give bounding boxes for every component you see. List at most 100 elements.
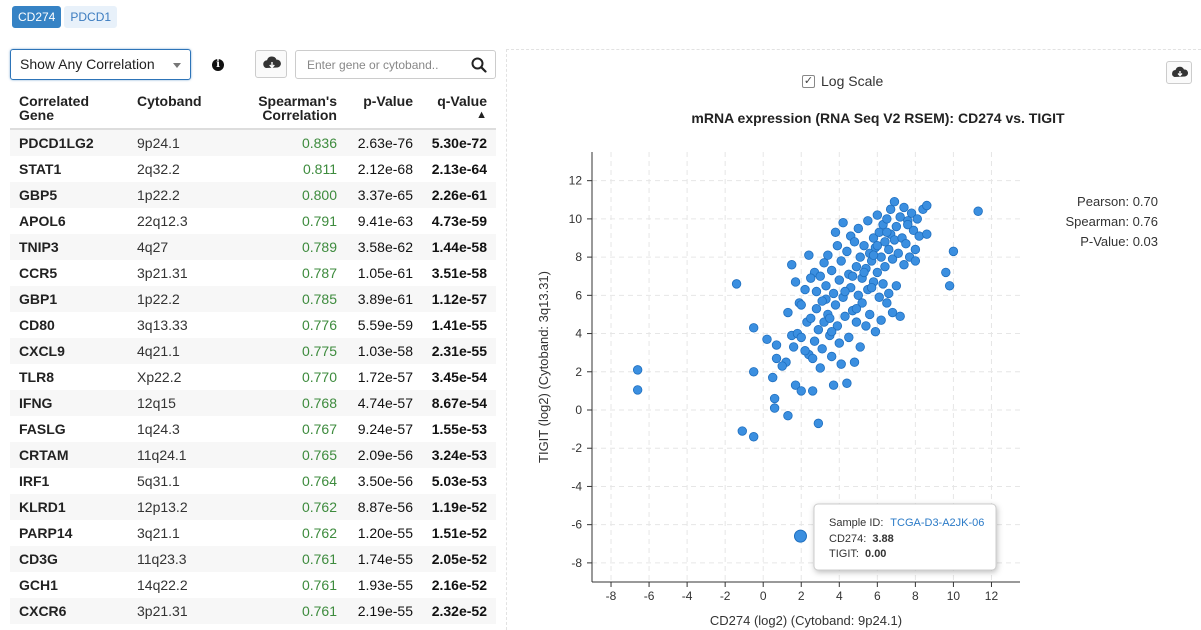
data-point[interactable] bbox=[882, 227, 892, 237]
data-point[interactable] bbox=[868, 233, 879, 243]
data-point[interactable] bbox=[866, 282, 877, 293]
table-row[interactable]: CCR5 3p21.31 0.787 1.05e-61 3.51e-58 bbox=[10, 260, 496, 286]
data-point[interactable] bbox=[828, 380, 839, 390]
data-point[interactable] bbox=[895, 212, 905, 222]
data-point[interactable] bbox=[632, 365, 643, 375]
data-point[interactable] bbox=[836, 256, 846, 266]
data-point[interactable] bbox=[826, 351, 837, 362]
data-point[interactable] bbox=[876, 315, 886, 325]
data-point[interactable] bbox=[844, 332, 854, 343]
data-point[interactable] bbox=[885, 204, 896, 215]
data-point[interactable] bbox=[912, 214, 922, 224]
data-point[interactable] bbox=[806, 273, 816, 283]
data-point[interactable] bbox=[872, 267, 883, 278]
data-point[interactable] bbox=[847, 271, 858, 281]
data-point[interactable] bbox=[632, 385, 643, 395]
gene-tab-pdcd1[interactable]: PDCD1 bbox=[64, 6, 118, 28]
data-point[interactable] bbox=[903, 219, 913, 230]
data-point[interactable] bbox=[922, 229, 932, 239]
data-point[interactable] bbox=[748, 323, 759, 333]
data-point[interactable] bbox=[815, 363, 825, 373]
data-point[interactable] bbox=[811, 286, 822, 297]
plot-download-button[interactable] bbox=[1166, 61, 1192, 84]
data-point[interactable] bbox=[863, 216, 873, 226]
data-point[interactable] bbox=[910, 256, 921, 266]
data-point[interactable] bbox=[922, 200, 932, 211]
data-point[interactable] bbox=[842, 246, 852, 257]
table-row[interactable]: STAT1 2q32.2 0.811 2.12e-68 2.13e-64 bbox=[10, 156, 496, 182]
data-point[interactable] bbox=[796, 300, 806, 310]
data-point[interactable] bbox=[840, 311, 850, 322]
data-point[interactable] bbox=[899, 202, 909, 213]
data-point[interactable] bbox=[826, 265, 837, 276]
data-point[interactable] bbox=[872, 240, 883, 251]
data-point[interactable] bbox=[783, 307, 793, 318]
data-point[interactable] bbox=[823, 250, 833, 260]
data-point[interactable] bbox=[889, 235, 900, 245]
data-point[interactable] bbox=[849, 357, 860, 367]
data-point[interactable] bbox=[874, 292, 884, 302]
table-row[interactable]: APOL6 22q12.3 0.791 9.41e-63 4.73e-59 bbox=[10, 208, 496, 234]
table-row[interactable]: CXCR6 3p21.31 0.761 2.19e-55 2.32e-52 bbox=[10, 598, 496, 624]
data-point[interactable] bbox=[842, 378, 852, 388]
data-point[interactable] bbox=[901, 239, 911, 249]
table-row[interactable]: KLRD1 12p13.2 0.762 8.87e-56 1.19e-52 bbox=[10, 494, 496, 520]
data-point[interactable] bbox=[815, 271, 825, 281]
data-point[interactable] bbox=[861, 321, 871, 331]
log-scale-checkbox[interactable]: ✓ bbox=[802, 74, 815, 88]
table-row[interactable]: TLR8 Xp22.2 0.770 1.72e-57 3.45e-54 bbox=[10, 364, 496, 390]
table-row[interactable]: FASLG 1q24.3 0.767 9.24e-57 1.55e-53 bbox=[10, 416, 496, 442]
table-row[interactable]: CD80 3q13.33 0.776 5.59e-59 1.41e-55 bbox=[10, 312, 496, 338]
data-point[interactable] bbox=[762, 334, 772, 344]
data-point[interactable] bbox=[906, 208, 917, 218]
table-row[interactable]: CD3G 11q23.3 0.761 1.74e-55 2.05e-52 bbox=[10, 546, 496, 572]
table-row[interactable]: IFNG 12q15 0.768 4.74e-57 8.67e-54 bbox=[10, 390, 496, 416]
data-point[interactable] bbox=[828, 288, 839, 299]
data-point[interactable] bbox=[832, 240, 843, 251]
data-point[interactable] bbox=[889, 196, 900, 207]
data-point[interactable] bbox=[880, 237, 890, 247]
data-point[interactable] bbox=[910, 244, 921, 255]
data-point[interactable] bbox=[834, 275, 844, 285]
data-point[interactable] bbox=[893, 248, 903, 258]
data-point[interactable] bbox=[800, 346, 810, 356]
data-point[interactable] bbox=[790, 277, 801, 287]
data-point[interactable] bbox=[859, 240, 869, 251]
data-point[interactable] bbox=[811, 304, 822, 314]
data-point[interactable] bbox=[783, 411, 793, 421]
data-point[interactable] bbox=[804, 250, 814, 260]
data-point[interactable] bbox=[830, 300, 841, 310]
data-point[interactable] bbox=[895, 311, 905, 322]
table-row[interactable]: IRF1 5q31.1 0.764 3.50e-56 5.03e-53 bbox=[10, 468, 496, 494]
data-point[interactable] bbox=[891, 221, 902, 232]
data-point[interactable] bbox=[768, 372, 778, 383]
table-row[interactable]: GBP1 1p22.2 0.785 3.89e-61 1.12e-57 bbox=[10, 286, 496, 312]
data-point[interactable] bbox=[944, 281, 955, 291]
data-point[interactable] bbox=[882, 298, 892, 308]
data-point[interactable] bbox=[809, 336, 820, 346]
data-point[interactable] bbox=[853, 223, 864, 234]
data-point[interactable] bbox=[787, 260, 797, 270]
col-header-pvalue[interactable]: p-Value bbox=[346, 92, 422, 130]
data-point[interactable] bbox=[807, 386, 818, 396]
data-point[interactable] bbox=[908, 225, 919, 236]
table-row[interactable]: TNIP3 4q27 0.789 3.58e-62 1.44e-58 bbox=[10, 234, 496, 260]
data-point[interactable] bbox=[838, 218, 848, 228]
data-point[interactable] bbox=[851, 304, 862, 314]
table-download-button[interactable] bbox=[255, 50, 287, 78]
data-point[interactable] bbox=[796, 386, 806, 396]
data-point[interactable] bbox=[855, 342, 865, 352]
data-point[interactable] bbox=[887, 307, 898, 318]
correlation-filter-select[interactable]: Show Any Correlation bbox=[10, 49, 191, 80]
data-point[interactable] bbox=[800, 284, 810, 295]
data-point[interactable] bbox=[849, 237, 860, 247]
data-point[interactable] bbox=[790, 380, 801, 390]
tooltip-sample-id[interactable]: TCGA-D3-A2JK-06 bbox=[890, 517, 984, 529]
data-point[interactable] bbox=[948, 246, 959, 257]
data-point[interactable] bbox=[748, 432, 759, 442]
data-point[interactable] bbox=[859, 267, 869, 278]
data-point[interactable] bbox=[868, 250, 879, 260]
highlighted-point[interactable] bbox=[793, 529, 807, 543]
data-point[interactable] bbox=[865, 309, 875, 320]
data-point[interactable] bbox=[813, 325, 824, 335]
